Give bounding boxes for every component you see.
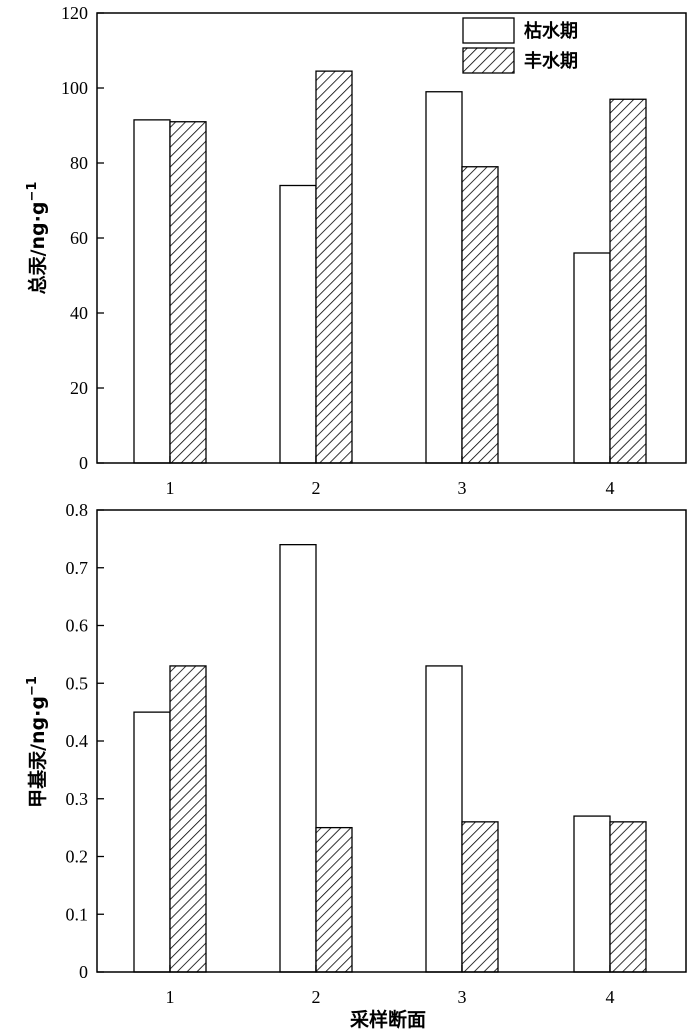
- bar-dry-season-4: [573, 252, 611, 464]
- bar-dry-season-3: [425, 665, 463, 973]
- bar-dry-season-2: [279, 544, 317, 973]
- x-tick-label: 3: [458, 478, 467, 498]
- bar-dry-season-1: [133, 711, 171, 973]
- methylmercury-panel: 甲基汞/ng·g−1 采样断面 0 0.1 0.2 0.3 0.4 0.5 0.6 0.7 0.…: [25, 500, 687, 1031]
- bar-dry-season-2: [279, 184, 317, 464]
- y-tick-label: 60: [70, 228, 88, 248]
- y-axis-label: 总汞/ng·g−1: [25, 182, 49, 295]
- y-tick-label: 20: [70, 378, 88, 398]
- legend-label-dry-season: 枯水期: [524, 20, 578, 42]
- y-tick-label: 0: [79, 962, 88, 982]
- y-tick-label: 0.2: [66, 847, 89, 867]
- y-tick-label: 120: [61, 3, 88, 23]
- bar-dry-season-3: [425, 91, 463, 464]
- bar-wet-season-1: [169, 665, 207, 973]
- bar-wet-season-3: [461, 821, 499, 973]
- y-tick-label: 0.6: [66, 616, 89, 636]
- bar-dry-season-4: [573, 815, 611, 973]
- legend-swatch-wet-season: [462, 47, 515, 74]
- y-tick-label: 0.5: [66, 673, 89, 693]
- y-tick-label: 0.8: [66, 500, 89, 520]
- x-tick-label: 2: [312, 987, 321, 1007]
- bar-dry-season-1: [133, 119, 171, 464]
- bar-wet-season-1: [169, 121, 207, 464]
- x-tick-label: 2: [312, 478, 321, 498]
- legend-label-wet-season: 丰水期: [524, 50, 578, 72]
- y-tick-label: 0.7: [66, 558, 89, 578]
- y-tick-label: 0.3: [66, 789, 89, 809]
- y-axis-label: 甲基汞/ng·g−1: [25, 676, 49, 808]
- bar-wet-season-2: [315, 70, 353, 464]
- bar-wet-season-4: [609, 98, 647, 464]
- y-tick-label: 0.4: [66, 731, 89, 751]
- y-tick-label: 100: [61, 78, 88, 98]
- bar-wet-season-4: [609, 821, 647, 973]
- x-tick-label: 3: [458, 987, 467, 1007]
- bar-wet-season-2: [315, 826, 353, 973]
- x-tick-label: 4: [606, 987, 615, 1007]
- x-tick-label: 1: [166, 987, 175, 1007]
- x-tick-label: 1: [166, 478, 175, 498]
- x-axis-label: 采样断面: [350, 1008, 426, 1031]
- y-tick-label: 0: [79, 453, 88, 473]
- y-tick-label: 0.1: [66, 904, 89, 924]
- y-tick-label: 80: [70, 153, 88, 173]
- legend-swatch-dry-season: [462, 17, 515, 44]
- bar-wet-season-3: [461, 166, 499, 464]
- x-tick-label: 4: [606, 478, 615, 498]
- y-tick-label: 40: [70, 303, 88, 323]
